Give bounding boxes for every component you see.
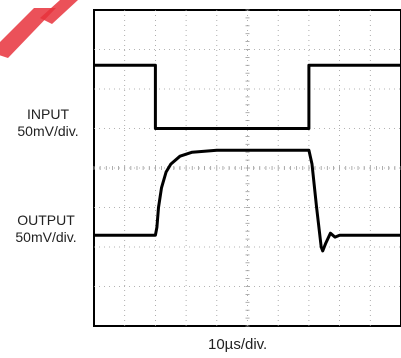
traces	[94, 63, 401, 253]
x-axis-label: 10µs/div.	[208, 336, 268, 353]
output-name: OUTPUT	[17, 212, 75, 228]
input-scale: 50mV/div.	[17, 123, 79, 139]
trace-input	[94, 63, 401, 130]
trace-output	[94, 148, 401, 253]
corner-watermark-mark	[0, 0, 78, 58]
center-axis-ticks	[93, 9, 401, 327]
input-name: INPUT	[27, 106, 69, 122]
output-channel-label: OUTPUT 50mV/div.	[0, 212, 92, 246]
grid-lines	[94, 10, 401, 326]
input-channel-label: INPUT 50mV/div.	[2, 106, 94, 140]
output-scale: 50mV/div.	[15, 229, 77, 245]
